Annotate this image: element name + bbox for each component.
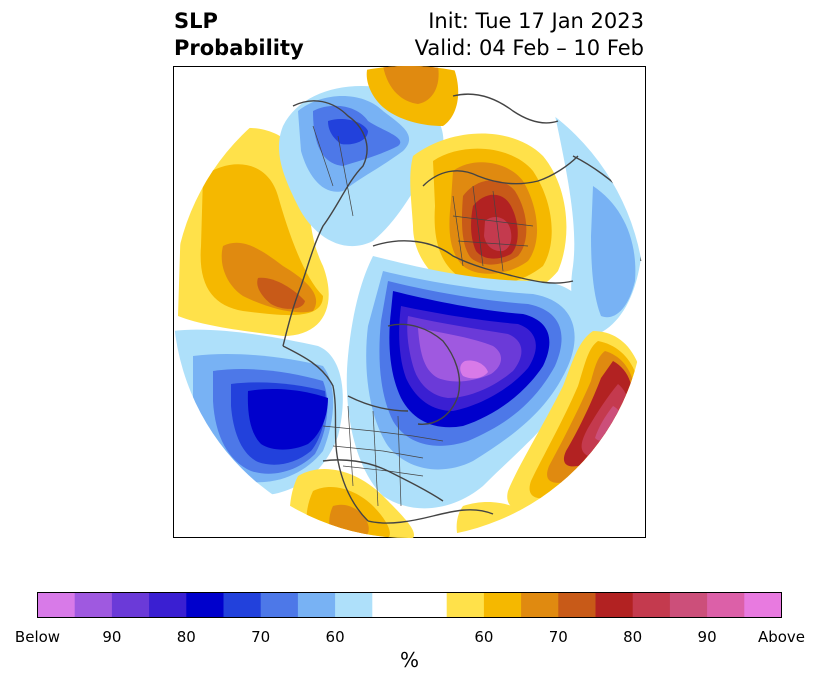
colorbar-cell-below-4: [186, 592, 224, 618]
colorbar-cell-above-7: [707, 592, 745, 618]
colorbar-cell-above-4: [595, 592, 634, 618]
colorbar-cell-above-6: [669, 592, 708, 618]
colorbar-cell-below-7: [297, 592, 336, 618]
colorbar: Below 90 80 70 60 60 70 80 90 Above: [15, 592, 805, 646]
colorbar-tick-label: Below: [15, 628, 60, 646]
colorbar-cell-below-6: [260, 592, 299, 618]
colorbar-tick-label: 80: [177, 628, 196, 646]
coastlines: [282, 93, 643, 524]
title-line-2: Probability: [174, 36, 304, 60]
central-below-region: [346, 256, 591, 509]
colorbar-tick-label: 90: [698, 628, 717, 646]
colorbar-cell-below-0: [37, 592, 76, 618]
colorbar-tick-label: 60: [326, 628, 345, 646]
colorbar-tick-label: Above: [758, 628, 805, 646]
init-date: Init: Tue 17 Jan 2023: [428, 9, 644, 33]
colorbar-tick-label: 70: [549, 628, 568, 646]
colorbar-cells: [37, 592, 782, 618]
date-info: Init: Tue 17 Jan 2023 Valid: 04 Feb – 10…: [415, 8, 644, 62]
asia-above-region: [410, 133, 567, 301]
colorbar-tick-label: 60: [474, 628, 493, 646]
colorbar-cell-above-0: [446, 592, 485, 618]
colorbar-tick-label: 80: [623, 628, 642, 646]
colorbar-cell-above-5: [632, 592, 671, 618]
chart-title: SLP Probability: [174, 8, 304, 62]
probability-shading: [173, 66, 645, 538]
colorbar-cell-above-8: [744, 592, 782, 618]
arctic-below-region: [278, 86, 444, 247]
colorbar-cell-below-2: [111, 592, 150, 618]
colorbar-cell-above-2: [521, 592, 559, 618]
colorbar-cell-neutral: [372, 592, 448, 618]
colorbar-cell-above-3: [558, 592, 596, 618]
colorbar-tick-label: 90: [102, 628, 121, 646]
colorbar-unit: %: [399, 648, 419, 672]
colorbar-cell-below-5: [223, 592, 262, 618]
colorbar-cell-above-1: [483, 592, 522, 618]
colorbar-cell-below-8: [335, 592, 373, 618]
colorbar-frame: [37, 592, 782, 618]
colorbar-tick-label: 70: [251, 628, 270, 646]
colorbar-cell-below-1: [74, 592, 113, 618]
probability-map: [173, 66, 646, 538]
valid-range: Valid: 04 Feb – 10 Feb: [414, 36, 644, 60]
title-line-1: SLP: [174, 9, 218, 33]
colorbar-cell-below-3: [149, 592, 187, 618]
colorbar-ticks: Below 90 80 70 60 60 70 80 90 Above: [15, 628, 805, 646]
